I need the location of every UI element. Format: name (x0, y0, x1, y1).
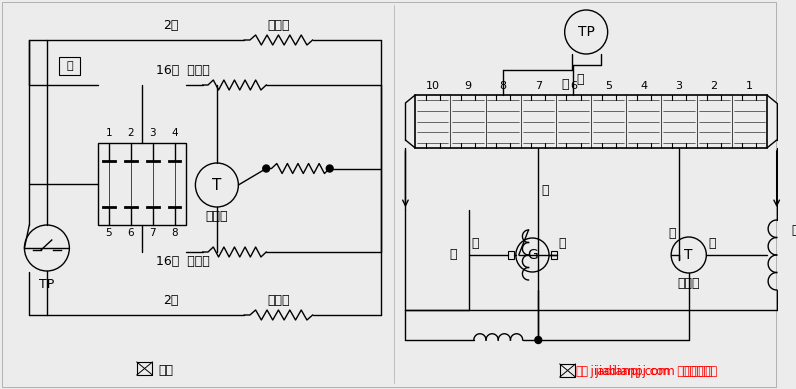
Text: 龟: 龟 (66, 61, 72, 71)
Text: 二  jiadianpj.com  家电配件网: 二 jiadianpj.com 家电配件网 (581, 366, 717, 378)
Text: 3: 3 (676, 81, 682, 91)
Text: 测速器: 测速器 (677, 277, 700, 290)
Text: 蓝: 蓝 (791, 224, 796, 237)
Bar (508, 251, 514, 259)
Text: 5: 5 (105, 228, 112, 238)
Text: 黑: 黑 (576, 73, 584, 86)
Text: 16极  副绕阻: 16极 副绕阻 (156, 64, 210, 77)
Text: 副绕阻: 副绕阻 (267, 19, 290, 32)
Text: 棕: 棕 (541, 184, 548, 196)
Text: 2极: 2极 (163, 294, 178, 307)
Text: 8: 8 (171, 228, 178, 238)
Text: 2极: 2极 (163, 19, 178, 32)
Bar (137, 362, 152, 375)
Bar (98, 143, 185, 225)
Text: 3: 3 (150, 128, 156, 138)
Text: 调速器: 调速器 (205, 210, 228, 223)
Text: 灰: 灰 (559, 237, 566, 250)
Text: 6: 6 (127, 228, 134, 238)
Text: TP: TP (578, 25, 595, 39)
Text: TP: TP (39, 278, 54, 291)
Text: 二  jiadianpj.com  家电配件网: 二 jiadianpj.com 家电配件网 (576, 366, 712, 378)
Text: 图一: 图一 (158, 363, 174, 377)
Text: 主绕阻: 主绕阻 (267, 294, 290, 307)
Text: 7: 7 (535, 81, 542, 91)
Text: 5: 5 (605, 81, 612, 91)
Text: T: T (213, 177, 221, 193)
Circle shape (263, 165, 270, 172)
Circle shape (535, 336, 542, 343)
Text: 红: 红 (450, 249, 457, 261)
Bar (551, 251, 557, 259)
Bar (416, 95, 767, 148)
Text: 1: 1 (105, 128, 112, 138)
Text: 黑: 黑 (561, 78, 568, 91)
Text: 4: 4 (171, 128, 178, 138)
Text: 4: 4 (640, 81, 647, 91)
Text: 10: 10 (426, 81, 439, 91)
Text: 16极  主绕阻: 16极 主绕阻 (156, 255, 210, 268)
Text: T: T (685, 248, 693, 262)
Text: 1: 1 (746, 81, 753, 91)
Bar (560, 364, 576, 377)
Text: 2: 2 (127, 128, 134, 138)
Text: 6: 6 (570, 81, 577, 91)
Text: 9: 9 (464, 81, 471, 91)
Text: 白: 白 (669, 227, 676, 240)
Text: 7: 7 (150, 228, 156, 238)
Text: 2: 2 (711, 81, 718, 91)
Text: 8: 8 (500, 81, 507, 91)
Text: G: G (527, 248, 538, 262)
Circle shape (326, 165, 334, 172)
Bar (59, 57, 80, 75)
Text: 白: 白 (708, 237, 716, 250)
Text: 灰: 灰 (472, 237, 479, 250)
